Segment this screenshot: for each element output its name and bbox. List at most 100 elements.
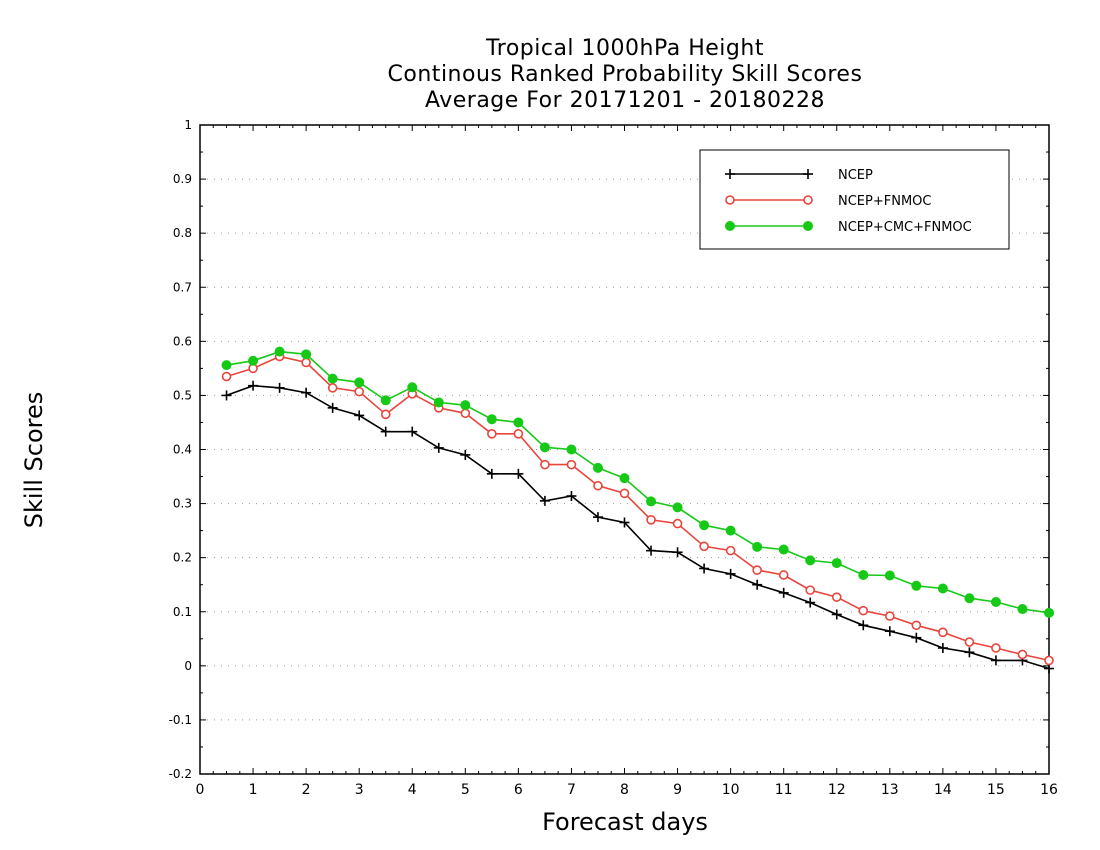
y-tick-label: 0.3 bbox=[173, 497, 192, 511]
y-tick-label: 0.1 bbox=[173, 605, 192, 619]
legend-entry: NCEP+CMC+FNMOC bbox=[725, 220, 972, 235]
data-point bbox=[646, 545, 657, 556]
data-point bbox=[911, 620, 922, 631]
data-point bbox=[1044, 607, 1054, 618]
data-point bbox=[858, 605, 869, 616]
legend-marker bbox=[803, 169, 813, 179]
data-point bbox=[805, 555, 816, 566]
data-point bbox=[1017, 604, 1028, 615]
x-tick-label: 2 bbox=[302, 782, 311, 798]
data-point bbox=[248, 355, 259, 366]
data-point bbox=[460, 400, 471, 411]
chart-title-line-3: Average For 20171201 - 20180228 bbox=[424, 88, 826, 113]
y-tick-label: -0.1 bbox=[169, 713, 192, 727]
data-point bbox=[672, 547, 683, 558]
data-point bbox=[274, 382, 285, 393]
data-point bbox=[566, 459, 577, 470]
data-point bbox=[566, 444, 577, 455]
data-point bbox=[778, 570, 789, 580]
series-group bbox=[221, 346, 1054, 674]
data-point bbox=[778, 544, 789, 555]
data-point bbox=[513, 429, 524, 439]
data-point bbox=[327, 402, 338, 413]
data-point bbox=[805, 597, 816, 608]
data-point bbox=[619, 473, 630, 484]
data-point bbox=[407, 382, 418, 393]
series-line bbox=[226, 355, 1050, 662]
data-point bbox=[486, 468, 497, 479]
data-point bbox=[460, 408, 471, 419]
data-point bbox=[486, 414, 497, 425]
data-point bbox=[380, 426, 391, 437]
data-point bbox=[646, 496, 657, 507]
data-point bbox=[990, 655, 1001, 666]
series-ncep-fnmoc bbox=[221, 351, 1054, 666]
data-point bbox=[937, 583, 948, 594]
x-tick-label: 6 bbox=[514, 782, 523, 798]
data-point bbox=[752, 565, 762, 575]
data-point bbox=[354, 377, 365, 388]
data-point bbox=[380, 409, 391, 420]
gridlines bbox=[200, 178, 1049, 721]
legend-marker bbox=[725, 221, 735, 231]
x-tick-label: 3 bbox=[355, 782, 364, 798]
data-point bbox=[540, 459, 550, 470]
data-point bbox=[672, 518, 683, 529]
data-point bbox=[699, 520, 710, 531]
y-tick-label: -0.2 bbox=[169, 767, 192, 781]
data-point bbox=[513, 468, 524, 479]
x-tick-label: 7 bbox=[567, 782, 576, 798]
legend: NCEP NCEP+FNMOC NCEP+CMC+FNMOC bbox=[699, 149, 1010, 250]
data-point bbox=[725, 545, 736, 556]
data-point bbox=[487, 429, 497, 439]
y-tick-label: 0.7 bbox=[173, 280, 192, 294]
data-point bbox=[566, 491, 577, 502]
data-point bbox=[805, 585, 816, 595]
x-tick-label: 5 bbox=[461, 782, 470, 798]
legend-marker bbox=[725, 195, 735, 205]
data-point bbox=[699, 563, 710, 574]
data-point bbox=[274, 346, 285, 357]
data-point bbox=[937, 642, 948, 653]
data-point bbox=[990, 597, 1001, 608]
data-point bbox=[672, 502, 683, 513]
legend-label: NCEP bbox=[838, 168, 873, 183]
series-ncep bbox=[221, 380, 1054, 674]
data-point bbox=[831, 592, 842, 602]
data-point bbox=[248, 380, 259, 391]
x-tick-label: 13 bbox=[881, 782, 899, 798]
x-tick-label: 11 bbox=[775, 782, 793, 798]
data-point bbox=[221, 390, 232, 401]
data-point bbox=[460, 449, 471, 460]
x-tick-label: 14 bbox=[934, 782, 952, 798]
data-point bbox=[964, 593, 975, 604]
data-point bbox=[725, 568, 736, 579]
data-point bbox=[592, 462, 603, 473]
data-point bbox=[646, 515, 656, 525]
series-ncep-cmc-fnmoc bbox=[221, 346, 1054, 618]
x-tick-label: 16 bbox=[1040, 782, 1058, 798]
y-tick-label: 0.4 bbox=[173, 443, 192, 457]
data-point bbox=[725, 525, 736, 536]
data-point bbox=[221, 371, 232, 382]
data-point bbox=[301, 387, 312, 398]
data-point bbox=[407, 426, 418, 437]
data-point bbox=[699, 541, 709, 552]
y-tick-label: 0.5 bbox=[173, 388, 192, 402]
data-point bbox=[964, 647, 975, 658]
chart-title-line-1: Tropical 1000hPa Height bbox=[486, 36, 764, 61]
data-point bbox=[619, 517, 630, 528]
data-point bbox=[433, 442, 444, 453]
legend-marker bbox=[803, 195, 813, 205]
data-point bbox=[938, 627, 948, 638]
data-point bbox=[354, 386, 364, 397]
data-point bbox=[221, 360, 232, 371]
data-point bbox=[327, 383, 338, 393]
y-tick-label: 0.8 bbox=[173, 226, 192, 240]
data-point bbox=[911, 632, 922, 643]
data-point bbox=[911, 580, 922, 591]
data-point bbox=[380, 395, 391, 406]
series-line bbox=[226, 384, 1050, 670]
data-point bbox=[831, 609, 842, 620]
